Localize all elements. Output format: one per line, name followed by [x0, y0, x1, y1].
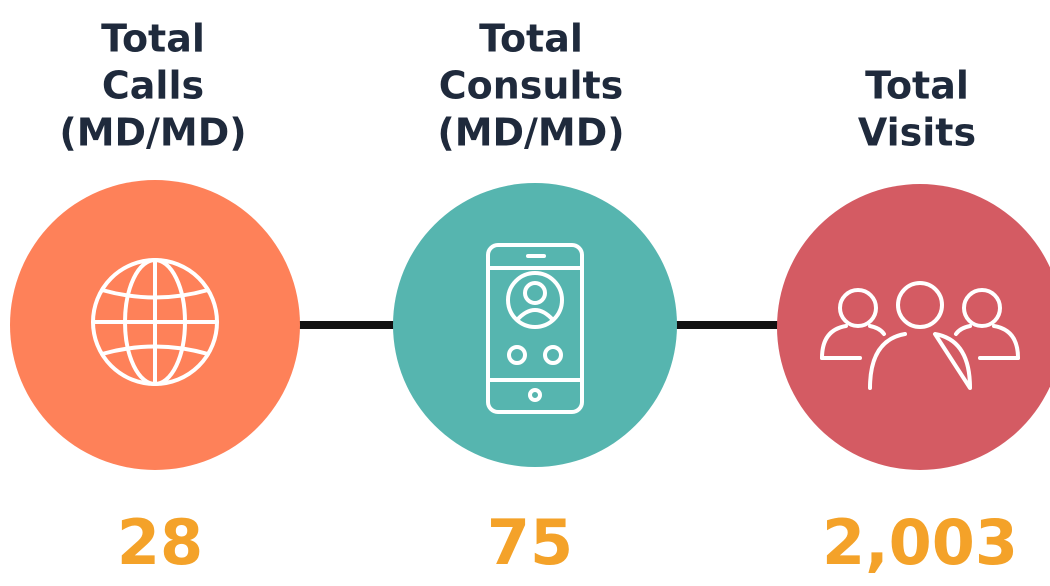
label-line: Consults: [439, 64, 624, 108]
globe-icon: [91, 258, 219, 386]
value: 28: [117, 506, 203, 579]
label-line: Total: [865, 64, 969, 108]
value: 75: [487, 506, 573, 579]
group-icon: [820, 281, 1020, 390]
label-line: Total: [101, 17, 205, 61]
label-line: Total: [479, 17, 583, 61]
label-line: Calls: [102, 64, 204, 108]
label-line: (MD/MD): [59, 111, 246, 155]
phone-icon: [486, 243, 584, 414]
label-line: Visits: [858, 111, 976, 155]
label-line: (MD/MD): [437, 111, 624, 155]
value: 2,003: [822, 506, 1018, 579]
